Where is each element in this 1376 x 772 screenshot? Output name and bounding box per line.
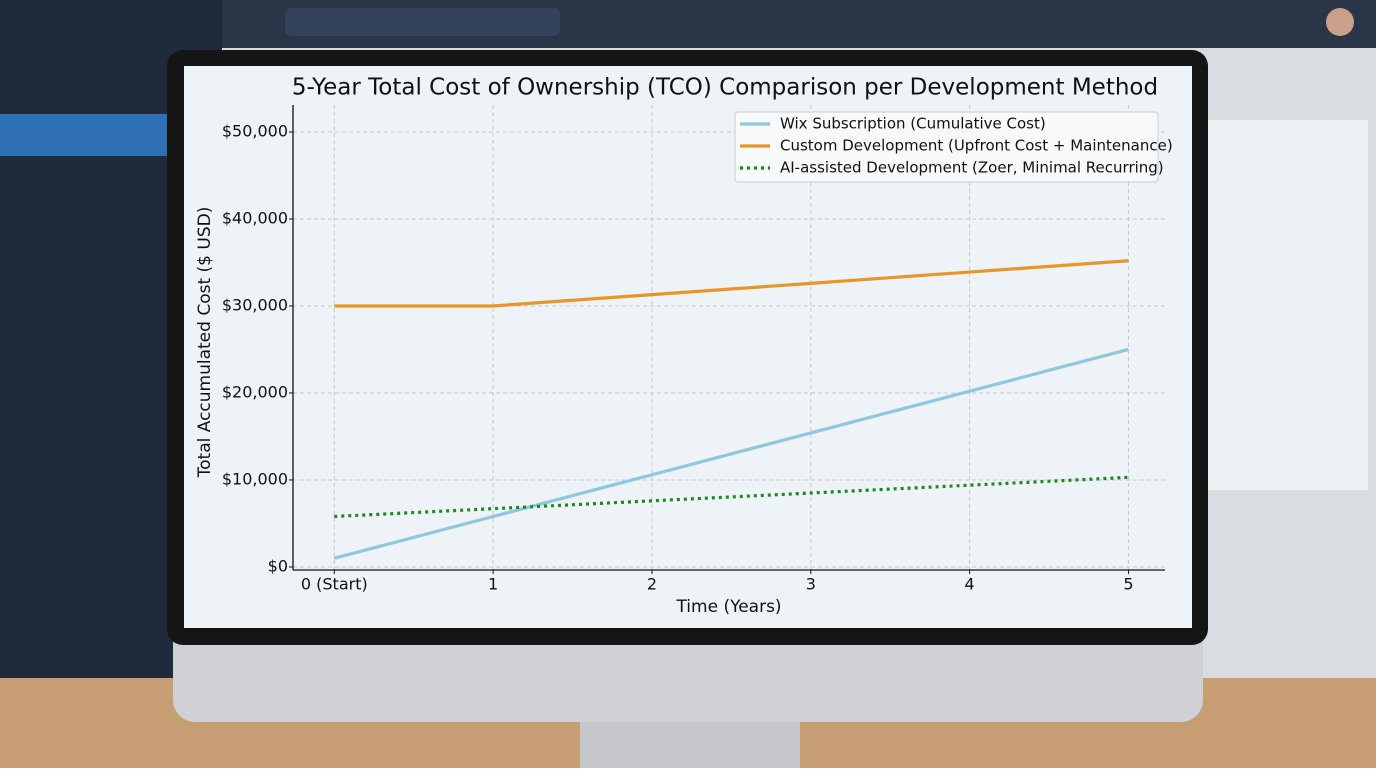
x-tick-label: 2 <box>647 575 657 594</box>
chart-title: 5-Year Total Cost of Ownership (TCO) Com… <box>292 75 1158 101</box>
x-tick-label: 1 <box>488 575 498 594</box>
y-tick-label: $10,000 <box>222 469 288 488</box>
y-tick-label: $40,000 <box>222 208 288 227</box>
y-tick-label: $50,000 <box>222 121 288 140</box>
sidebar-active <box>0 114 170 156</box>
legend-label: Wix Subscription (Cumulative Cost) <box>780 115 1046 133</box>
monitor-stand <box>580 720 800 768</box>
y-tick-label: $30,000 <box>222 295 288 314</box>
side-panel <box>1208 120 1368 490</box>
x-tick-label: 4 <box>965 575 975 594</box>
search-box <box>285 8 560 36</box>
series-line <box>333 347 1129 560</box>
legend-label: AI-assisted Development (Zoer, Minimal R… <box>780 159 1164 177</box>
series-line <box>334 259 1129 308</box>
x-tick-label: 0 (Start) <box>301 575 368 594</box>
x-tick-label: 3 <box>806 575 816 594</box>
top-bar <box>0 0 1376 48</box>
x-tick-label: 5 <box>1123 575 1133 594</box>
plot: $0 $10,000 $20,000 $30,000 $40,000 $50,000 0 (… <box>222 105 1173 594</box>
legend-box <box>734 111 1159 183</box>
y-axis-label: Total Accumulated Cost ($ USD) <box>195 207 215 479</box>
avatar <box>1326 8 1354 36</box>
y-tick-label: $20,000 <box>222 382 288 401</box>
y-tick-label: $0 <box>268 556 288 575</box>
x-axis-label: Time (Years) <box>675 597 781 617</box>
legend-label: Custom Development (Upfront Cost + Maint… <box>780 137 1173 155</box>
